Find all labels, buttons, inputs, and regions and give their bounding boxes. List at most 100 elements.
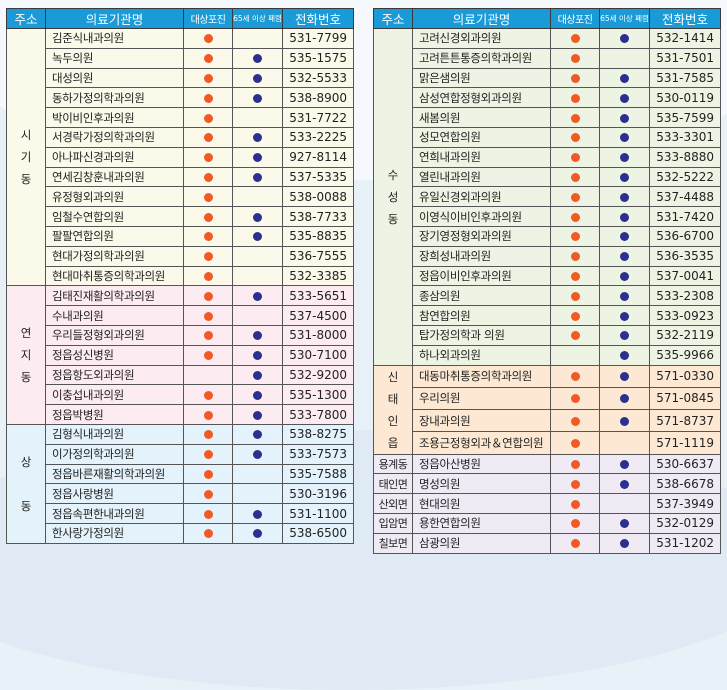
clinic-name: 현대가정의학과의원 xyxy=(45,245,184,267)
table-row: 연세김창훈내과의원 537-5335 xyxy=(7,166,354,188)
pneumonia-cell xyxy=(232,186,283,208)
orange-dot-icon xyxy=(570,73,580,83)
orange-dot-icon xyxy=(203,133,213,143)
blue-dot-icon xyxy=(620,291,629,301)
clinic-name: 조용근정형외과＆연합의원 xyxy=(412,431,551,455)
pneumonia-cell xyxy=(599,512,650,534)
blue-dot-icon xyxy=(620,212,629,222)
blue-dot-icon xyxy=(620,479,629,489)
phone-number: 532-5533 xyxy=(282,67,354,89)
clinic-name: 장기영정형외과의원 xyxy=(412,225,551,247)
phone-number: 530-3196 xyxy=(282,483,354,505)
orange-dot-icon xyxy=(570,394,580,404)
phone-number: 532-2119 xyxy=(649,324,721,346)
phone-number: 537-4500 xyxy=(282,305,354,326)
pneumonia-cell xyxy=(599,305,650,326)
clinic-name: 아나파신경과의원 xyxy=(45,146,184,168)
orange-dot-icon xyxy=(203,73,213,83)
orange-dot-icon xyxy=(203,113,213,123)
clinic-name: 서경락가정의학과의원 xyxy=(45,126,184,148)
shingles-cell xyxy=(183,87,233,109)
clinic-name: 수내과의원 xyxy=(45,305,184,326)
phone-number: 535-7588 xyxy=(282,463,354,485)
blue-dot-icon xyxy=(620,34,629,44)
shingles-cell xyxy=(183,245,233,267)
clinic-name: 한사랑가정의원 xyxy=(45,522,184,544)
pneumonia-cell xyxy=(599,67,650,89)
shingles-cell xyxy=(183,28,233,49)
pneumonia-cell xyxy=(599,47,650,69)
blue-dot-icon xyxy=(253,410,262,420)
clinic-name: 대동마취통증의학과의원 xyxy=(412,364,551,388)
clinic-name: 연세김창훈내과의원 xyxy=(45,166,184,188)
pneumonia-cell xyxy=(232,344,283,366)
shingles-cell xyxy=(550,67,600,89)
shingles-cell xyxy=(550,285,600,307)
clinic-name: 정읍성신병원 xyxy=(45,344,184,366)
shingles-cell xyxy=(550,126,600,148)
clinic-name: 맑은샘의원 xyxy=(412,67,551,89)
phone-number: 538-6500 xyxy=(282,522,354,544)
orange-dot-icon xyxy=(570,519,580,529)
header-name: 의료기관명 xyxy=(45,8,184,29)
phone-number: 531-1202 xyxy=(649,532,721,554)
orange-dot-icon xyxy=(203,93,213,103)
address-cell: 수 성 동 xyxy=(373,28,413,366)
shingles-cell xyxy=(550,245,600,267)
table-row: 시 기 동 김준식내과의원 531-7799 xyxy=(6,27,354,287)
clinic-name: 김준식내과의원 xyxy=(45,28,184,49)
table-row: 유일신경외과의원 537-4488 xyxy=(374,186,721,208)
pneumonia-cell xyxy=(232,503,283,524)
shingles-cell xyxy=(550,305,600,326)
orange-dot-icon xyxy=(570,192,580,202)
table-row: 맑은샘의원 531-7585 xyxy=(374,67,721,89)
table-row: 한사랑가정의원 538-6500 xyxy=(7,522,354,544)
address-cell: 신 태 인 읍 xyxy=(373,364,413,455)
table-row: 우리들정형외과의원 531-8000 xyxy=(7,324,354,346)
table-row: 태인면 명성의원 538-6678 xyxy=(373,473,721,495)
clinic-name: 새봄의원 xyxy=(412,107,551,128)
pneumonia-cell xyxy=(599,493,650,514)
table-row: 아나파신경과의원 927-8114 xyxy=(7,146,354,168)
pneumonia-cell xyxy=(599,206,650,227)
clinic-name: 유일신경외과의원 xyxy=(412,186,551,208)
blue-dot-icon xyxy=(620,232,629,242)
pneumonia-cell xyxy=(232,463,283,485)
clinic-name: 우리의원 xyxy=(412,386,551,411)
orange-dot-icon xyxy=(570,232,580,242)
pneumonia-cell xyxy=(232,146,283,168)
table-row: 참연합의원 533-0923 xyxy=(374,305,721,326)
shingles-cell xyxy=(550,431,600,455)
phone-number: 531-7799 xyxy=(282,28,354,49)
pneumonia-cell xyxy=(599,166,650,188)
shingles-cell xyxy=(550,47,600,69)
phone-number: 532-9200 xyxy=(282,364,354,386)
shingles-cell xyxy=(183,146,233,168)
table-row: 장희성내과의원 536-3535 xyxy=(374,245,721,267)
shingles-cell xyxy=(183,423,233,445)
phone-number: 531-7722 xyxy=(282,107,354,128)
table-row: 장내과의원 571-8737 xyxy=(374,409,721,433)
table-row: 상 동 김형식내과의원 538-8275 xyxy=(6,423,354,544)
shingles-cell xyxy=(183,285,233,307)
pneumonia-cell xyxy=(599,386,650,411)
pneumonia-cell xyxy=(232,28,283,49)
header-name: 의료기관명 xyxy=(412,8,551,29)
phone-number: 535-1300 xyxy=(282,384,354,406)
phone-number: 537-5335 xyxy=(282,166,354,188)
orange-dot-icon xyxy=(570,271,580,281)
phone-number: 535-8835 xyxy=(282,225,354,247)
address-cell: 입암면 xyxy=(373,512,413,534)
shingles-cell xyxy=(550,225,600,247)
shingles-cell xyxy=(550,473,600,495)
orange-dot-icon xyxy=(203,192,213,202)
clinic-name: 팔팔연합의원 xyxy=(45,225,184,247)
phone-number: 535-7599 xyxy=(649,107,721,128)
blue-dot-icon xyxy=(620,331,629,341)
phone-number: 537-0041 xyxy=(649,265,721,287)
shingles-cell xyxy=(183,404,233,425)
phone-number: 571-0845 xyxy=(649,386,721,411)
phone-number: 927-8114 xyxy=(282,146,354,168)
header-shingles: 대상포진 xyxy=(183,8,233,29)
shingles-cell xyxy=(183,344,233,366)
